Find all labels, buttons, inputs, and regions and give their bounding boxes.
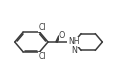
Text: Cl: Cl [38, 52, 46, 61]
Text: NH: NH [68, 37, 79, 47]
Text: O: O [59, 31, 65, 40]
Text: Cl: Cl [38, 23, 46, 32]
Text: N: N [71, 46, 77, 55]
